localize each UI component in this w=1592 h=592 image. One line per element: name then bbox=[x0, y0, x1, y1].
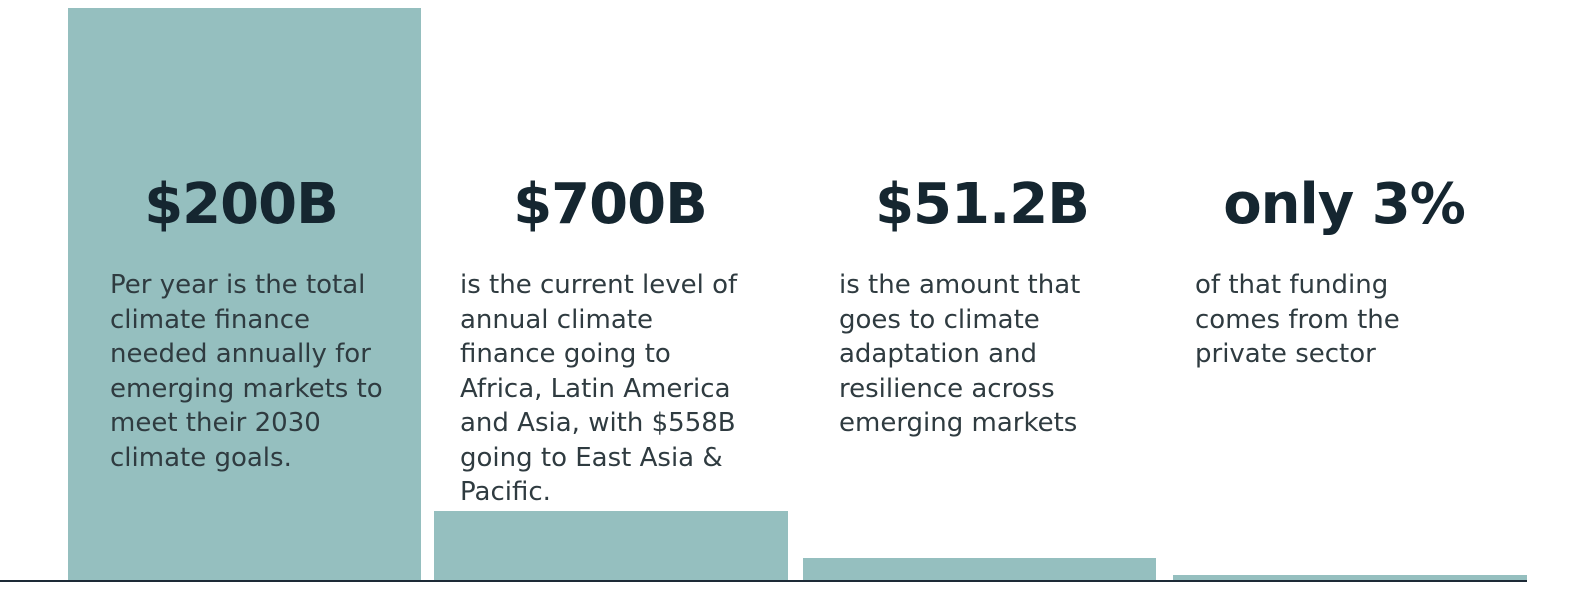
text-line: emerging markets bbox=[839, 408, 1078, 438]
stat-headline: $51.2B bbox=[875, 172, 1090, 237]
stat-description: of that funding comes from the private sec… bbox=[1195, 268, 1400, 372]
stat-headline: $200B bbox=[144, 172, 339, 237]
text-line: adaptation and bbox=[839, 339, 1037, 369]
text-line: private sector bbox=[1195, 339, 1376, 369]
text-line: is the current level of bbox=[460, 270, 738, 300]
text-line: comes from the bbox=[1195, 304, 1400, 335]
text-line: finance going to bbox=[460, 339, 671, 369]
text-line: emerging markets to bbox=[110, 373, 383, 404]
text-line: needed annually for bbox=[110, 339, 371, 369]
text-line: meet their 2030 bbox=[110, 408, 321, 438]
stat-description: is the current level of annual climate fin… bbox=[460, 268, 737, 510]
text-line: going to East Asia & bbox=[460, 442, 723, 473]
baseline bbox=[0, 580, 1527, 582]
text-line: climate goals. bbox=[110, 442, 292, 473]
bar bbox=[434, 511, 788, 582]
stat-headline: only 3% bbox=[1223, 172, 1466, 237]
stat-description: is the amount that goes to climate adaptat… bbox=[839, 268, 1080, 441]
stat-headline: $700B bbox=[513, 172, 708, 237]
text-line: Per year is the total bbox=[110, 270, 366, 300]
text-line: is the amount that bbox=[839, 270, 1081, 300]
text-line: and Asia, with $558B bbox=[460, 408, 736, 438]
bar bbox=[68, 8, 421, 582]
text-line: annual climate bbox=[460, 304, 653, 335]
text-line: climate finance bbox=[110, 304, 311, 335]
text-line: of that funding bbox=[1195, 270, 1389, 300]
bar bbox=[1173, 575, 1527, 582]
text-line: resilience across bbox=[839, 373, 1055, 404]
bar bbox=[803, 558, 1156, 582]
text-line: goes to climate bbox=[839, 304, 1040, 335]
stat-description: Per year is the total climate finance need… bbox=[110, 268, 383, 475]
text-line: Pacific. bbox=[460, 477, 551, 507]
text-line: Africa, Latin America bbox=[460, 373, 731, 404]
